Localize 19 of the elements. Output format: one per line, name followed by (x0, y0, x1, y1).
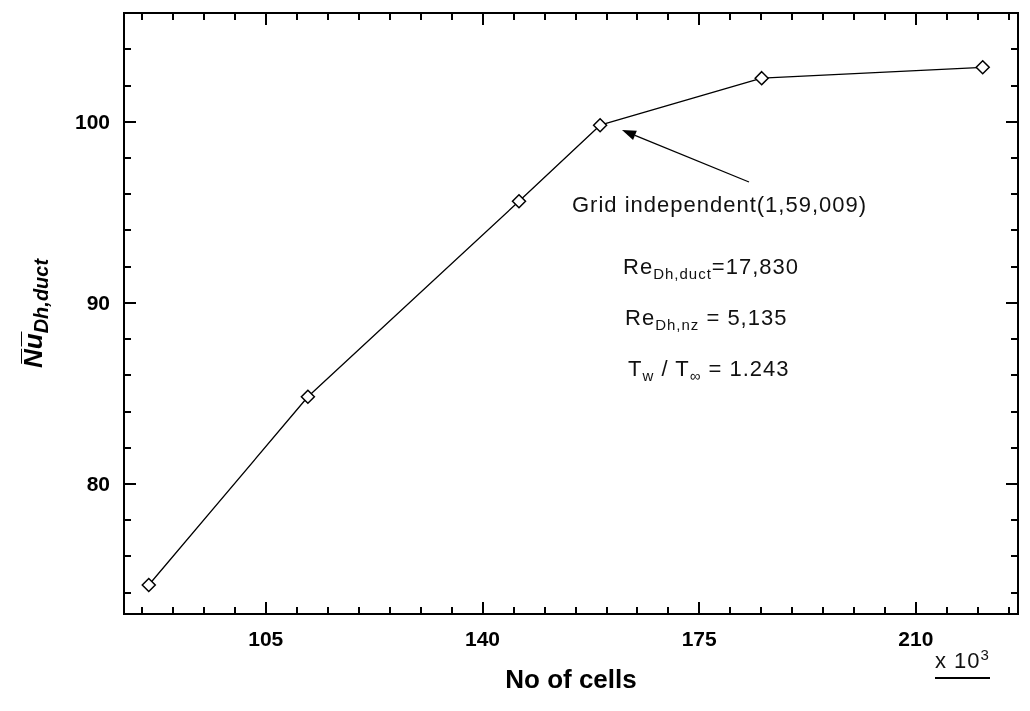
x-axis-title: No of cells (505, 664, 637, 694)
point (975, 60, 990, 75)
point (511, 194, 527, 209)
annotation: Re$_{Dh,nz}$ = 5,135 (625, 305, 788, 334)
y-tick-label: 100 (74, 110, 110, 134)
point (300, 389, 316, 405)
x-tick-label: 105 (248, 627, 284, 650)
annotation: Re$_{Dh,duct}$=17,830 (623, 254, 799, 283)
x-tick-label: 140 (464, 627, 500, 650)
point (754, 70, 769, 86)
x-tick-label: 210 (898, 627, 934, 650)
point (141, 577, 157, 593)
y-tick-label: 90 (86, 291, 110, 315)
x-tick-label: 175 (681, 627, 717, 650)
annotation: Grid independent(1,59,009) (572, 192, 868, 218)
y-tick-label: 80 (86, 472, 110, 496)
point (592, 117, 608, 133)
annotation: T$_{w}$ / T$_{∞}$ = 1.243 (628, 356, 790, 385)
text: x 10$^{3}$ (935, 646, 990, 680)
